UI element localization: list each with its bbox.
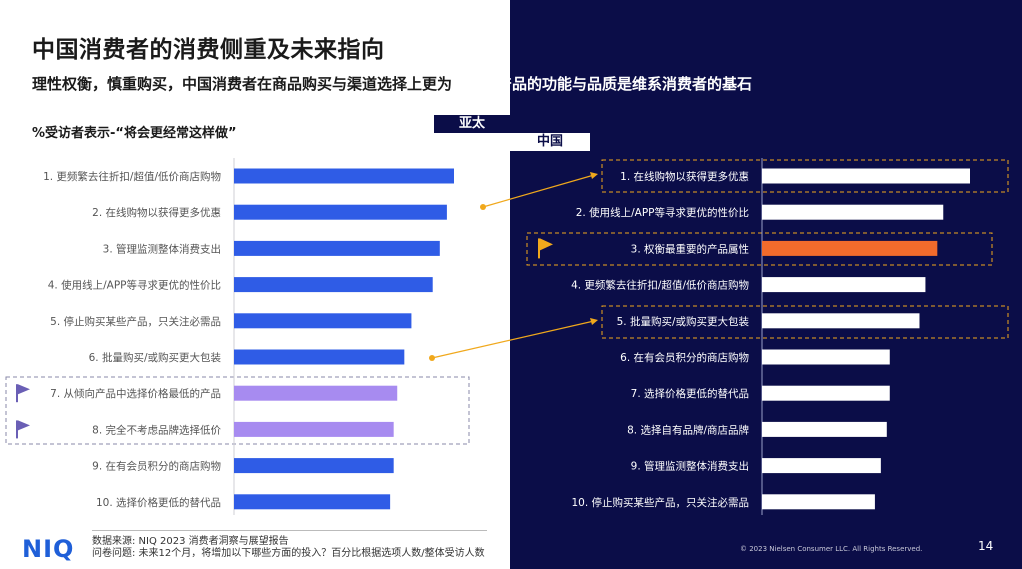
footer-source: 数据来源: NIQ 2023 消费者洞察与展望报告 问卷问题: 未来12个月，将…: [92, 536, 485, 560]
connector-dot-2: [429, 355, 435, 361]
china-category-label: 1. 在线购物以获得更多优惠: [620, 170, 749, 183]
china-bar: [762, 241, 937, 256]
apac-bar: [234, 422, 394, 437]
apac-category-label: 8. 完全不考虑品牌选择低价: [92, 423, 221, 436]
tag-apac: 亚太: [434, 115, 510, 133]
china-bar: [762, 422, 887, 437]
china-category-label: 10. 停止购买某些产品，只关注必需品: [571, 496, 749, 509]
china-bar: [762, 458, 881, 473]
question-note: 问卷问题: 未来12个月，将增加以下哪些方面的投入？百分比根据选项人数/整体受访…: [92, 548, 485, 560]
respondent-label: %受访者表示-“将会更经常这样做”: [32, 122, 237, 141]
flag-icon: [18, 420, 30, 430]
connector-dot-1: [480, 204, 486, 210]
subtitle-right: 明智；产品的功能与品质是维系消费者的基石: [452, 75, 752, 93]
footer-divider: [92, 530, 487, 531]
flag-icon: [18, 384, 30, 394]
apac-category-label: 3. 管理监测整体消费支出: [103, 242, 221, 255]
niq-logo: NIQ: [22, 535, 74, 563]
connector-line-1: [483, 175, 594, 207]
china-category-label: 8. 选择自有品牌/商店品牌: [627, 423, 749, 436]
tag-china: 中国: [510, 133, 590, 151]
apac-category-label: 6. 批量购买/或购买更大包装: [89, 351, 222, 364]
china-bar: [762, 169, 970, 184]
apac-category-label: 4. 使用线上/APP等寻求更优的性价比: [48, 279, 221, 292]
page-number: 14: [978, 539, 993, 553]
copyright: © 2023 Nielsen Consumer LLC. All Rights …: [740, 545, 922, 553]
china-category-label: 6. 在有会员积分的商店购物: [620, 351, 749, 364]
connector-arrowhead-1: [590, 172, 598, 179]
china-category-label: 2. 使用线上/APP等寻求更优的性价比: [576, 206, 749, 219]
apac-category-label: 5. 停止购买某些产品，只关注必需品: [50, 315, 221, 328]
apac-bar: [234, 169, 454, 184]
page-subtitle: 理性权衡，慎重购买，中国消费者在商品购买与渠道选择上更为明智；产品的功能与品质是…: [32, 73, 752, 94]
apac-bar: [234, 241, 440, 256]
china-bar: [762, 386, 890, 401]
china-category-label: 9. 管理监测整体消费支出: [631, 460, 749, 473]
page-title: 中国消费者的消费侧重及未来指向: [32, 30, 385, 64]
apac-bar: [234, 277, 433, 292]
apac-category-label: 10. 选择价格更低的替代品: [96, 496, 221, 509]
source-note: 数据来源: NIQ 2023 消费者洞察与展望报告: [92, 536, 485, 548]
connector-arrowhead-2: [590, 318, 598, 325]
china-category-label: 4. 更频繁去往折扣/超值/低价商店购物: [571, 279, 749, 292]
china-bar: [762, 277, 925, 292]
apac-bar: [234, 313, 411, 328]
china-bar: [762, 350, 890, 365]
apac-category-label: 9. 在有会员积分的商店购物: [92, 460, 221, 473]
china-bar: [762, 313, 919, 328]
apac-bar: [234, 350, 404, 365]
apac-bar: [234, 205, 447, 220]
flag-icon: [540, 238, 553, 250]
china-bar: [762, 205, 943, 220]
apac-bar: [234, 386, 397, 401]
connector-line-2: [432, 321, 594, 358]
apac-bar: [234, 458, 394, 473]
china-bar: [762, 494, 875, 509]
apac-category-label: 1. 更频繁去往折扣/超值/低价商店购物: [43, 170, 221, 183]
apac-category-label: 2. 在线购物以获得更多优惠: [92, 206, 221, 219]
china-category-label: 5. 批量购买/或购买更大包装: [617, 315, 750, 328]
apac-category-label: 7. 从倾向产品中选择价格最低的产品: [50, 387, 221, 400]
china-category-label: 7. 选择价格更低的替代品: [631, 387, 749, 400]
apac-bar: [234, 494, 390, 509]
subtitle-left: 理性权衡，慎重购买，中国消费者在商品购买与渠道选择上更为: [32, 75, 452, 93]
china-category-label: 3. 权衡最重要的产品属性: [631, 242, 749, 255]
